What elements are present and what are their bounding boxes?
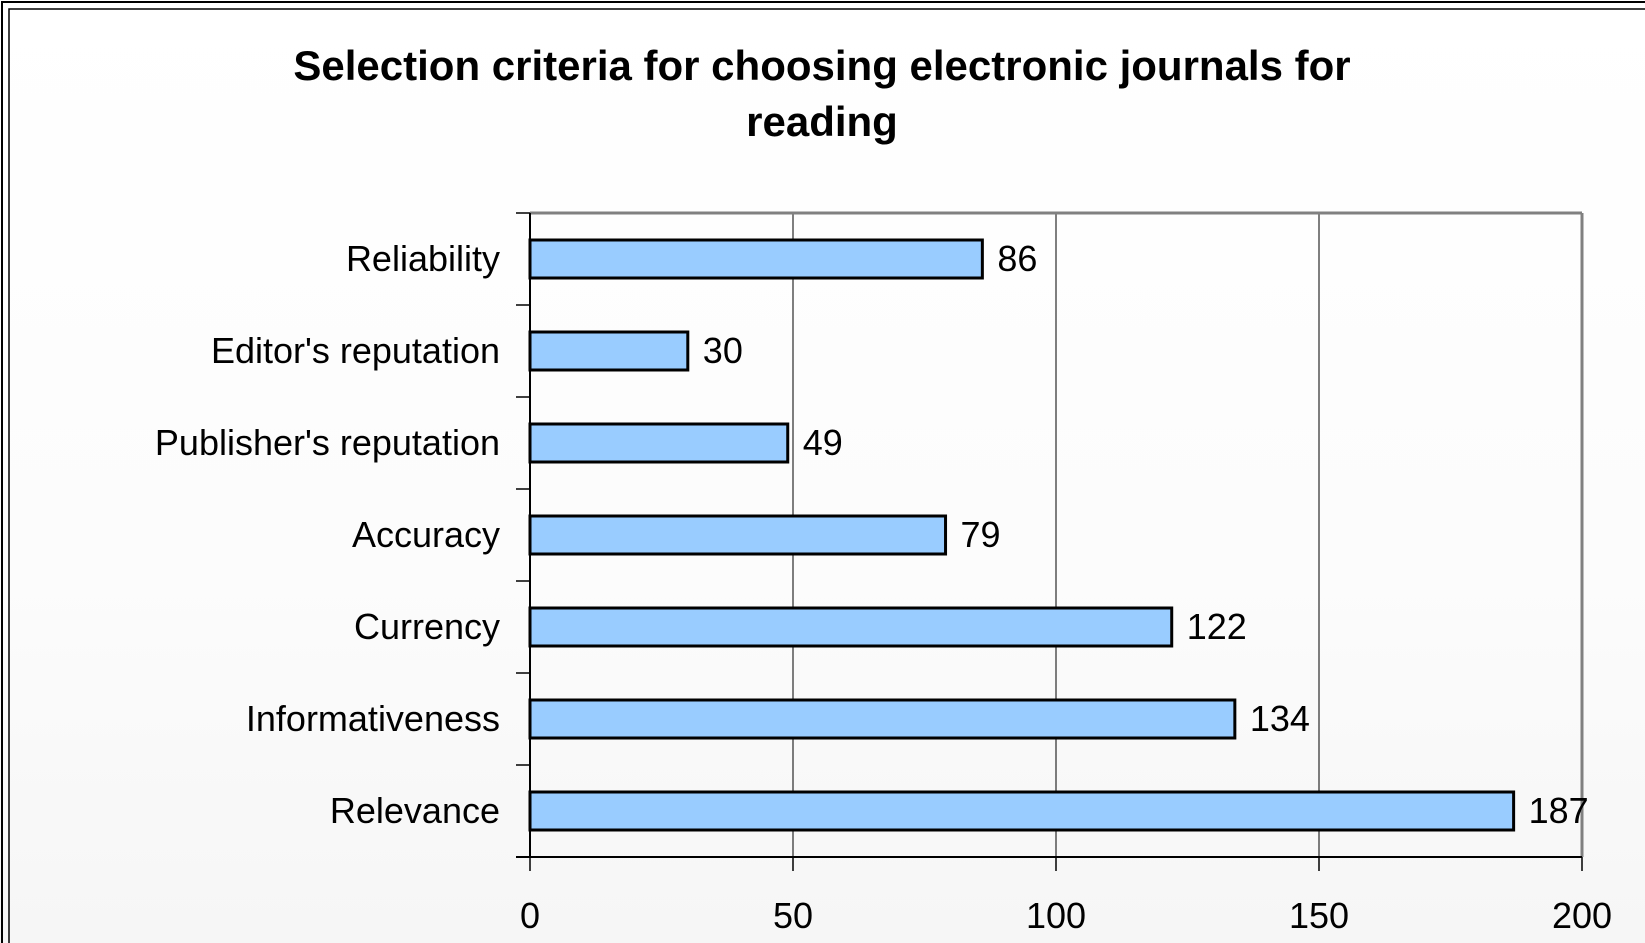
category-label: Editor's reputation (211, 330, 500, 371)
chart-title-line-1: Selection criteria for choosing electron… (293, 42, 1350, 89)
value-labels: 86 30 49 79 122 134 187 (703, 238, 1589, 831)
data-label: 30 (703, 330, 743, 371)
x-tick-label: 100 (1026, 895, 1086, 936)
bar (528, 698, 1237, 740)
bar (528, 422, 790, 464)
gridlines (530, 211, 1584, 857)
category-label: Informativeness (246, 698, 500, 739)
category-label: Relevance (330, 790, 500, 831)
axes (516, 212, 1583, 871)
x-tick-label: 0 (520, 895, 540, 936)
data-label: 187 (1529, 790, 1589, 831)
bars (528, 238, 1516, 832)
x-tick-label: 200 (1552, 895, 1612, 936)
category-labels: Reliability Editor's reputation Publisher'… (155, 238, 500, 831)
category-label: Reliability (346, 238, 500, 279)
data-label: 86 (997, 238, 1037, 279)
x-tick-label: 150 (1289, 895, 1349, 936)
chart-title-line-2: reading (746, 98, 898, 145)
category-label: Accuracy (352, 514, 500, 555)
x-tick-label: 50 (773, 895, 813, 936)
x-tick-labels: 0 50 100 150 200 (520, 895, 1612, 936)
data-label: 79 (961, 514, 1001, 555)
bar (528, 790, 1516, 832)
data-label: 134 (1250, 698, 1310, 739)
inner-border (8, 8, 1645, 943)
category-label: Currency (354, 606, 500, 647)
bar (528, 606, 1174, 648)
category-label: Publisher's reputation (155, 422, 500, 463)
bar (528, 238, 984, 280)
data-label: 49 (803, 422, 843, 463)
bar (528, 514, 948, 556)
bar (528, 330, 690, 372)
data-label: 122 (1187, 606, 1247, 647)
